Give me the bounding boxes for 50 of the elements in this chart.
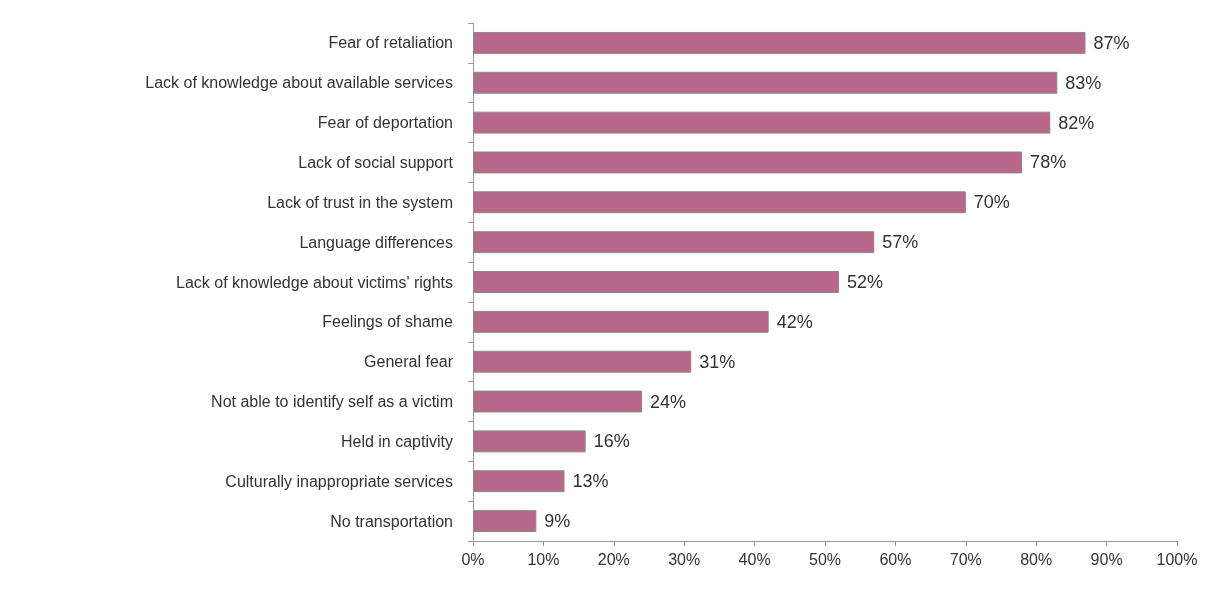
bar (473, 71, 1058, 94)
data-label: 52% (847, 272, 884, 292)
x-tick-label: 60% (879, 550, 912, 568)
y-tick-label: Culturally inappropriate services (225, 472, 453, 490)
data-label: 70% (973, 192, 1010, 213)
bar (473, 430, 586, 453)
y-tick-label: Held in captivity (340, 432, 453, 450)
x-tick-label: 20% (597, 550, 630, 568)
bar (473, 271, 840, 293)
bar (473, 231, 875, 254)
x-tick-label: 40% (738, 550, 771, 568)
y-tick-label: Lack of trust in the system (267, 193, 453, 211)
bar (473, 151, 1023, 174)
y-tick-label: Lack of knowledge about victims' rights (176, 273, 453, 291)
data-label: 87% (1093, 32, 1130, 53)
y-tick-label: Feelings of shame (322, 313, 454, 331)
y-tick-label: Lack of social support (298, 153, 454, 171)
y-tick-label: Fear of deportation (317, 114, 453, 132)
bar (473, 310, 769, 333)
bar (473, 111, 1051, 134)
data-label: 83% (1065, 72, 1102, 93)
bar (473, 31, 1086, 54)
y-tick-label: Language differences (299, 233, 453, 251)
x-tick-label: 70% (949, 550, 982, 568)
y-tick-label: General fear (364, 353, 454, 371)
bar (473, 350, 692, 373)
y-tick-label: No transportation (330, 512, 453, 530)
bar (473, 191, 966, 214)
x-tick-label: 100% (1156, 550, 1198, 568)
data-label: 82% (1058, 112, 1095, 133)
x-tick-label: 10% (527, 550, 560, 568)
x-tick-label: 0% (461, 550, 485, 568)
data-label: 13% (572, 471, 609, 492)
data-label: 78% (1030, 152, 1067, 173)
data-label: 42% (776, 311, 813, 332)
bar (473, 510, 537, 533)
data-label: 57% (882, 232, 919, 253)
y-tick-label: Not able to identify self as a victim (211, 393, 453, 411)
data-label: 24% (649, 391, 686, 412)
bar (473, 470, 565, 493)
bar (473, 390, 642, 413)
x-tick-label: 90% (1090, 550, 1123, 568)
x-tick-label: 80% (1020, 550, 1053, 568)
x-tick-label: 50% (808, 550, 842, 568)
y-tick-label: Fear of retaliation (328, 34, 453, 52)
y-tick-label: Lack of knowledge about available services (145, 74, 453, 92)
x-tick-label: 30% (668, 550, 701, 568)
data-label: 31% (699, 351, 736, 372)
data-label: 9% (544, 511, 571, 532)
data-label: 16% (593, 431, 630, 452)
